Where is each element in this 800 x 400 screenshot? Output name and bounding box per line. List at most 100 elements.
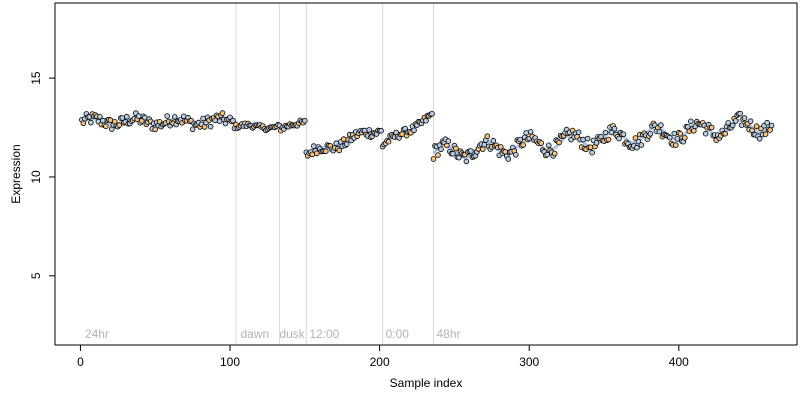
- data-point: [481, 141, 488, 148]
- y-tick-label: 5: [29, 272, 43, 279]
- data-point: [171, 114, 178, 120]
- data-point: [402, 125, 408, 132]
- data-point: [762, 131, 769, 138]
- time-annotation: 24hr: [85, 327, 109, 341]
- data-point: [584, 135, 591, 142]
- data-point: [313, 150, 320, 157]
- data-point: [189, 126, 196, 133]
- data-point: [747, 118, 754, 124]
- data-point: [593, 140, 600, 146]
- data-point: [468, 148, 474, 154]
- data-point: [666, 134, 673, 141]
- data-point: [602, 129, 609, 136]
- data-point: [333, 140, 340, 147]
- data-point: [729, 122, 736, 129]
- x-tick-label: 300: [519, 355, 539, 369]
- data-point: [638, 142, 645, 148]
- time-annotation: 48hr: [436, 327, 460, 341]
- data-points: [79, 110, 775, 165]
- data-point: [575, 129, 582, 136]
- data-point: [708, 124, 715, 131]
- data-point: [620, 131, 627, 138]
- data-point: [497, 144, 504, 150]
- y-tick-label: 10: [29, 170, 43, 184]
- y-tick-label: 15: [29, 71, 43, 85]
- data-point: [671, 130, 678, 137]
- data-point: [732, 118, 739, 124]
- data-point: [438, 146, 444, 153]
- time-annotation: 0:00: [386, 327, 410, 341]
- data-point: [490, 137, 497, 144]
- time-annotation: 12:00: [309, 327, 339, 341]
- data-point: [616, 135, 622, 142]
- data-point: [767, 127, 773, 133]
- time-annotation: dawn: [241, 327, 270, 341]
- data-point: [124, 113, 130, 120]
- data-point: [611, 126, 618, 132]
- data-point: [690, 128, 697, 134]
- y-axis-title: Expression: [9, 144, 23, 203]
- data-point: [647, 131, 654, 137]
- x-tick-label: 100: [220, 355, 240, 369]
- data-point: [366, 127, 373, 133]
- data-point: [152, 126, 159, 133]
- data-point: [97, 114, 103, 120]
- data-point: [635, 138, 642, 145]
- data-point: [463, 158, 470, 165]
- x-axis-title: Sample index: [390, 376, 463, 390]
- data-point: [702, 130, 709, 137]
- data-point: [453, 145, 459, 152]
- x-tick-label: 400: [669, 355, 689, 369]
- data-point: [605, 136, 612, 143]
- data-point: [527, 129, 534, 135]
- data-point: [343, 141, 350, 147]
- data-point: [103, 123, 109, 130]
- data-point: [741, 115, 748, 121]
- data-point: [632, 135, 639, 141]
- axes: 0 100 200 300 400 5 10 15: [29, 71, 689, 369]
- data-point: [587, 144, 594, 151]
- data-point: [429, 111, 435, 117]
- data-point: [517, 136, 523, 143]
- data-point: [538, 140, 544, 146]
- x-tick-label: 200: [370, 355, 390, 369]
- vertical-marker-lines: [235, 3, 434, 345]
- data-point: [512, 152, 519, 158]
- data-point: [556, 139, 562, 146]
- data-point: [219, 110, 226, 116]
- data-point: [100, 117, 106, 124]
- data-point: [484, 133, 491, 140]
- data-point: [520, 142, 526, 148]
- data-point: [725, 120, 731, 126]
- data-point: [674, 136, 681, 142]
- data-point: [378, 127, 384, 134]
- data-point: [423, 117, 429, 124]
- data-point: [768, 122, 775, 129]
- data-point: [116, 122, 123, 128]
- data-point: [301, 117, 308, 124]
- data-point: [136, 113, 142, 119]
- data-point: [753, 123, 760, 129]
- data-point: [523, 130, 529, 136]
- data-point: [580, 136, 586, 143]
- data-point: [545, 142, 552, 149]
- data-point: [310, 143, 317, 149]
- data-point: [608, 129, 615, 136]
- data-point: [505, 156, 512, 162]
- data-point: [230, 117, 236, 124]
- data-point: [322, 148, 329, 155]
- plot-frame: [54, 2, 798, 346]
- data-point: [411, 127, 417, 134]
- data-point: [589, 149, 595, 156]
- data-point: [456, 154, 462, 161]
- data-point: [207, 123, 214, 130]
- data-point: [687, 118, 694, 125]
- annotations: 24hr dawn dusk 12:00 0:00 48hr: [85, 327, 461, 341]
- data-point: [658, 122, 664, 128]
- time-annotation: dusk: [279, 327, 305, 341]
- data-point: [551, 150, 558, 157]
- data-point: [340, 136, 347, 142]
- data-point: [544, 151, 550, 158]
- data-point: [399, 131, 405, 137]
